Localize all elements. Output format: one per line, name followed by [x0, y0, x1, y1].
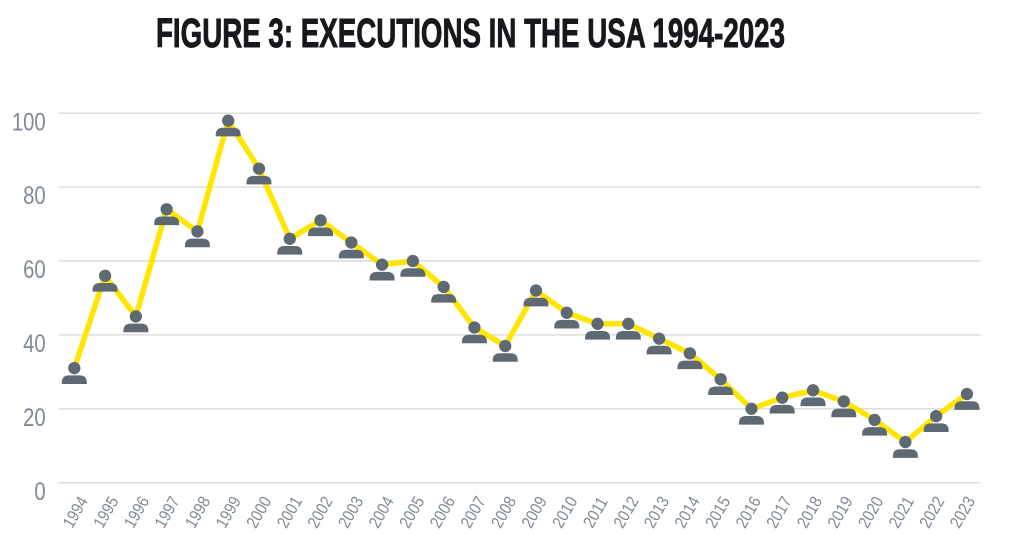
svg-text:FIGURE 3: EXECUTIONS IN THE US: FIGURE 3: EXECUTIONS IN THE USA 1994-202… — [156, 10, 785, 56]
svg-text:20: 20 — [23, 403, 46, 432]
svg-text:40: 40 — [23, 329, 46, 358]
svg-text:100: 100 — [12, 107, 46, 136]
svg-text:60: 60 — [23, 255, 46, 284]
svg-text:80: 80 — [23, 181, 46, 210]
svg-text:0: 0 — [34, 477, 45, 506]
